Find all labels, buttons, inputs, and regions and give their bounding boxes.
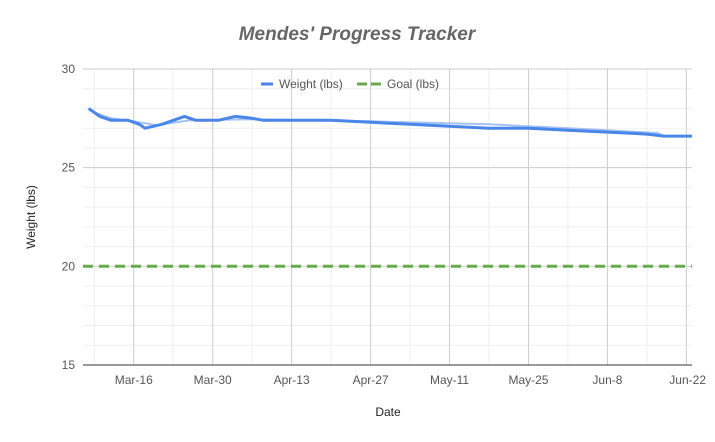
x-tick-label: Apr-13 [274,373,310,387]
series-lines [83,107,692,268]
x-tick-label: Jun-8 [592,373,622,387]
x-tick-label: May-25 [508,373,548,387]
legend[interactable]: Weight (lbs) Goal (lbs) [261,77,439,91]
legend-label: Weight (lbs) [279,77,343,91]
x-tick-label: May-11 [430,373,469,387]
major-gridlines [83,68,692,365]
minor-gridlines [83,69,692,365]
y-tick-label: 15 [62,358,76,372]
legend-item[interactable]: Goal (lbs) [357,77,439,91]
trendline [93,111,665,137]
x-tick-label: Jun-22 [669,373,706,387]
y-axis-label: Weight (lbs) [24,185,38,249]
x-axis-ticks: Mar-16 Mar-30 Apr-13 Apr-27 May-11 May-25 Jun-… [115,373,707,387]
y-tick-label: 25 [62,161,76,175]
y-axis-ticks: 15 20 25 30 [62,62,76,372]
legend-label: Goal (lbs) [387,77,439,91]
legend-item[interactable]: Weight (lbs) [261,77,343,91]
x-tick-label: Mar-16 [115,373,153,387]
x-axis-label: Date [375,405,401,419]
x-tick-label: Mar-30 [194,373,232,387]
y-tick-label: 30 [62,62,76,76]
weight-series-line[interactable] [87,107,692,138]
chart-title: Mendes' Progress Tracker [239,24,477,45]
x-tick-label: Apr-27 [353,373,389,387]
y-tick-label: 20 [62,259,76,273]
